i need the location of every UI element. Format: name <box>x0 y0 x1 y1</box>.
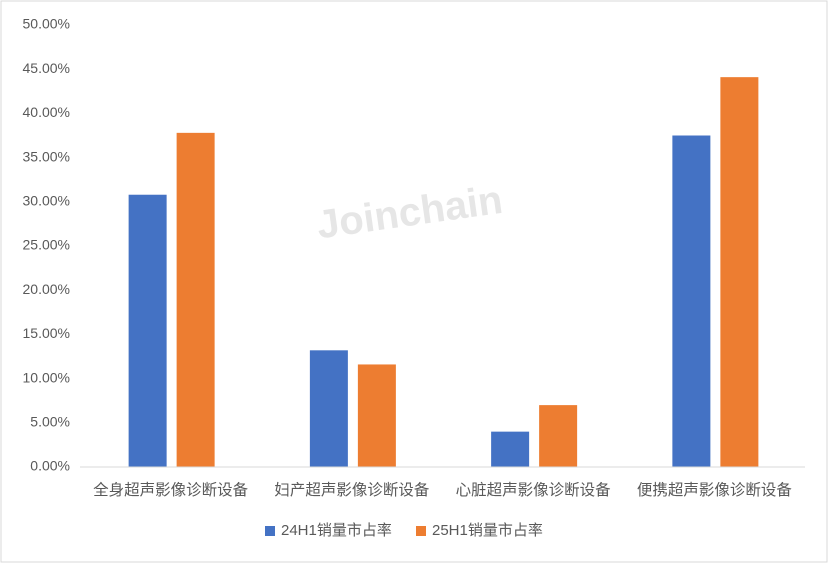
legend-label: 24H1销量市占率 <box>281 522 392 539</box>
bar <box>672 135 711 467</box>
legend-label: 25H1销量市占率 <box>432 522 543 539</box>
y-tick-label: 35.00% <box>23 148 70 164</box>
y-tick-label: 30.00% <box>23 193 70 209</box>
y-tick-label: 20.00% <box>23 281 70 297</box>
x-tick-label: 全身超声影像诊断设备 <box>93 481 249 499</box>
bar <box>309 350 348 467</box>
y-tick-label: 50.00% <box>23 16 70 32</box>
legend-swatch <box>265 526 275 536</box>
y-tick-label: 5.00% <box>30 414 70 430</box>
x-tick-label: 妇产超声影像诊断设备 <box>274 481 430 499</box>
y-tick-label: 15.00% <box>23 325 70 341</box>
bar <box>357 364 396 467</box>
y-tick-label: 25.00% <box>23 237 70 253</box>
bar <box>720 77 759 467</box>
bar <box>176 132 215 467</box>
x-tick-label: 便携超声影像诊断设备 <box>637 481 793 499</box>
bar <box>128 194 167 467</box>
y-tick-label: 10.00% <box>23 369 70 385</box>
y-tick-label: 45.00% <box>23 60 70 76</box>
y-tick-label: 40.00% <box>23 104 70 120</box>
bar <box>539 405 578 467</box>
bar <box>491 431 530 467</box>
legend-swatch <box>416 526 426 536</box>
x-tick-label: 心脏超声影像诊断设备 <box>456 481 612 499</box>
y-tick-label: 0.00% <box>30 458 70 474</box>
